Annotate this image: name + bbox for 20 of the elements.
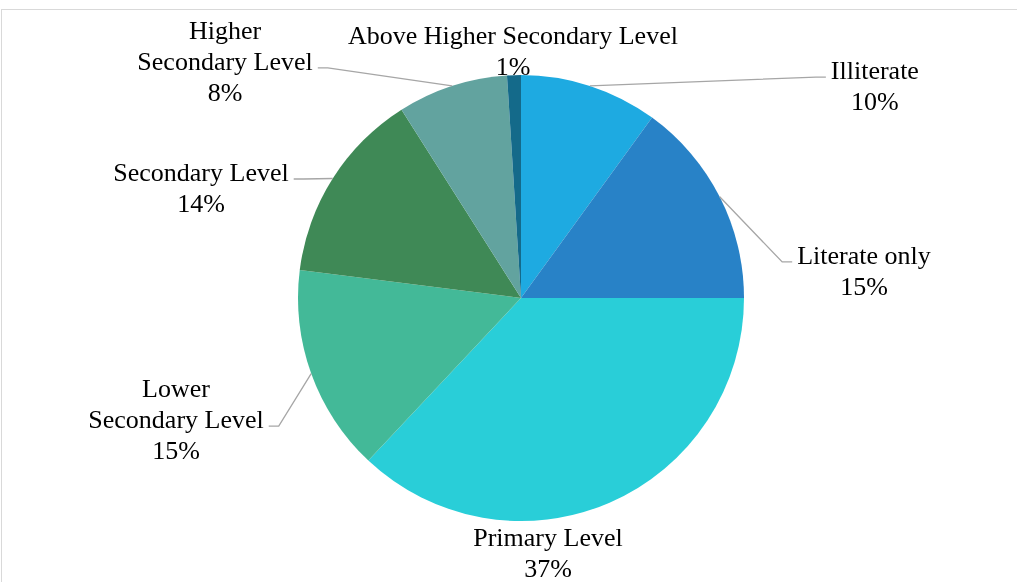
data-label: 1% (495, 51, 531, 81)
slice-label: Secondary Level (113, 157, 289, 187)
data-label: 10% (851, 86, 899, 116)
data-label: 37% (524, 553, 572, 582)
pie-slice (521, 75, 653, 298)
slice-label: Above Higher Secondary Level (348, 20, 678, 50)
pie-slice (521, 117, 744, 298)
slice-label: Primary Level (473, 522, 623, 552)
pie-slice (401, 75, 521, 298)
pie-slice (298, 270, 521, 461)
slice-label: Illiterate (830, 55, 919, 85)
pie-slice (299, 109, 521, 298)
data-label: 15% (152, 435, 200, 465)
data-label: 8% (207, 77, 243, 107)
data-label: 14% (177, 188, 225, 218)
slice-label: Literate only (797, 240, 931, 270)
pie-slice (368, 298, 744, 521)
slice-label: Lower Secondary Level (88, 373, 264, 434)
slice-label: Higher Secondary Level (137, 15, 313, 76)
data-label: 15% (840, 271, 888, 301)
